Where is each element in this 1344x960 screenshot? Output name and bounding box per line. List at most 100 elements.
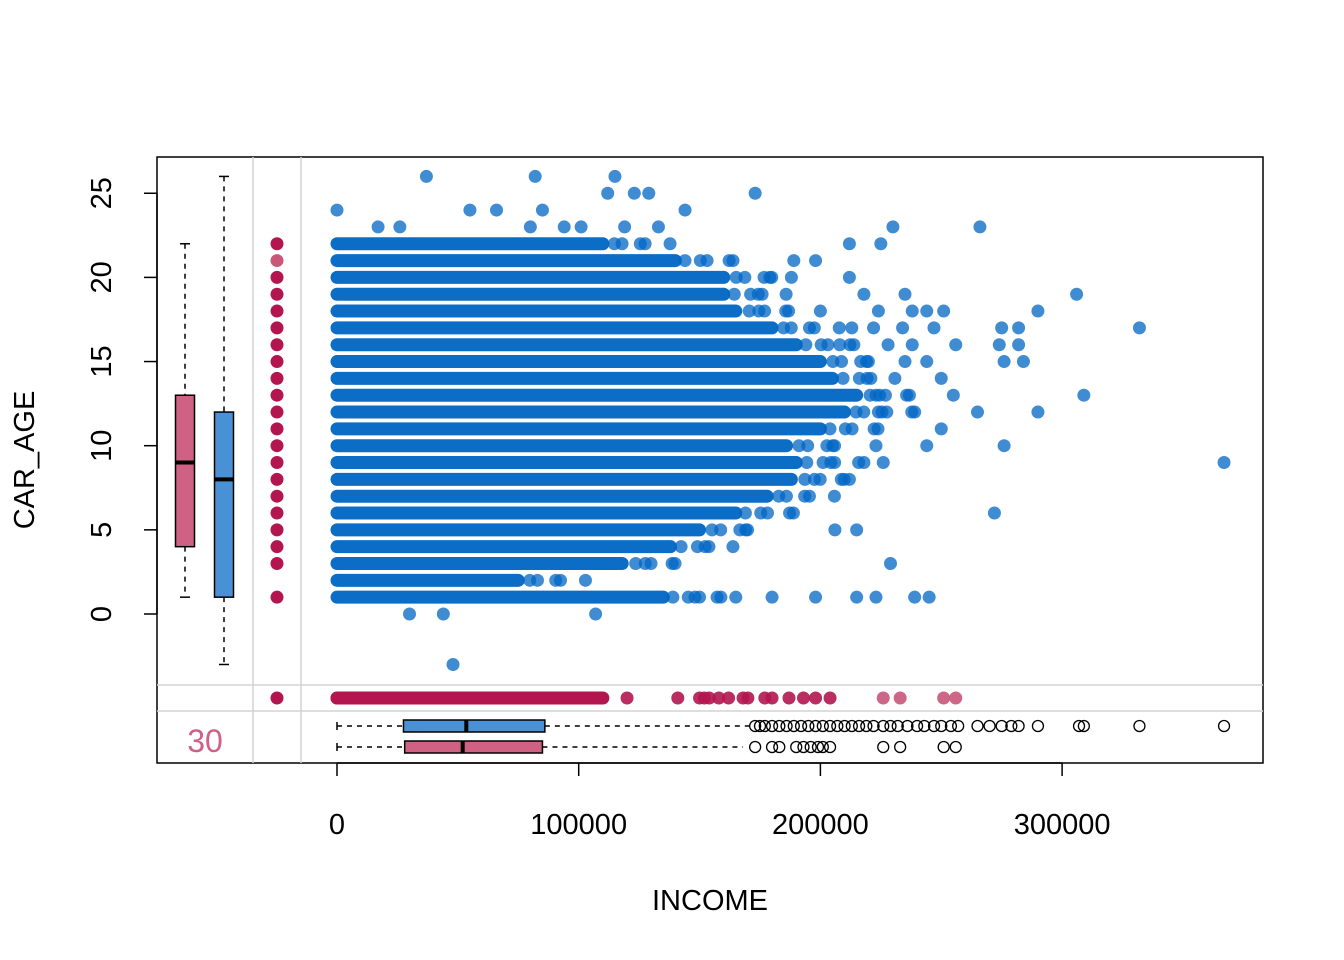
data-point	[490, 203, 504, 217]
data-point	[523, 220, 537, 234]
data-point	[813, 304, 827, 318]
outlier-point	[804, 740, 817, 754]
outlier-point	[894, 740, 907, 754]
data-point	[700, 254, 714, 268]
data-point	[869, 388, 883, 402]
data-point	[674, 540, 688, 554]
data-point	[922, 590, 936, 604]
data-point	[726, 540, 740, 554]
data-point	[779, 489, 793, 503]
missing-rug-point	[270, 254, 284, 268]
missing-rug-point	[937, 691, 951, 705]
outlier-point	[944, 719, 958, 733]
data-point	[330, 203, 344, 217]
missing-rug-point	[270, 338, 284, 352]
outlier-point	[971, 719, 984, 733]
x-tick-label: 0	[329, 809, 345, 841]
missing-rug-point	[270, 321, 284, 335]
x-tick-label: 300000	[1014, 809, 1111, 841]
data-point	[949, 338, 963, 352]
data-point	[850, 523, 864, 537]
data-point	[997, 439, 1011, 453]
data-point	[738, 270, 752, 284]
outlier-point	[816, 740, 829, 754]
missing-rug-point	[270, 270, 284, 284]
outlier-point	[765, 740, 779, 754]
data-point	[833, 338, 847, 352]
data-point	[992, 338, 1006, 352]
outlier-point	[918, 719, 931, 733]
data-point	[651, 220, 665, 234]
missing-rug-point	[330, 691, 344, 705]
missing-rug-point	[270, 523, 284, 537]
data-point	[898, 287, 912, 301]
data-point	[847, 338, 861, 352]
data-point	[1012, 321, 1026, 335]
data-point	[786, 506, 800, 520]
outlier-point	[787, 719, 800, 733]
data-point	[842, 237, 856, 251]
missing-rug-point	[270, 405, 284, 419]
outlier-point	[758, 719, 771, 733]
data-point	[828, 523, 842, 537]
data-point	[888, 371, 902, 385]
data-point	[835, 355, 849, 369]
missing-rug-point	[270, 506, 284, 520]
data-point	[802, 489, 816, 503]
missing-rug-point	[270, 304, 284, 318]
x-tick-label: 200000	[772, 809, 869, 841]
data-point	[798, 472, 812, 486]
data-point	[809, 590, 823, 604]
outlier-point	[816, 719, 829, 733]
data-point	[861, 355, 875, 369]
data-point	[601, 186, 615, 200]
missing-rug-point	[270, 439, 284, 453]
data-point	[828, 456, 842, 470]
data-point	[589, 607, 603, 621]
data-point	[886, 220, 900, 234]
data-point	[668, 557, 682, 571]
data-point	[702, 540, 716, 554]
data-point	[807, 321, 821, 335]
outlier-point	[891, 719, 904, 733]
data-point	[871, 304, 885, 318]
missing-rug-point	[270, 489, 284, 503]
x-tick-label: 100000	[530, 809, 627, 841]
missing-rug-point	[270, 540, 284, 554]
data-point	[828, 439, 842, 453]
outlier-point	[831, 719, 844, 733]
data-point	[864, 371, 878, 385]
outlier-point	[1031, 719, 1045, 733]
missing-rug-point	[796, 691, 810, 705]
data-point	[729, 590, 743, 604]
data-point	[857, 405, 871, 419]
data-point	[535, 203, 549, 217]
data-point	[1070, 287, 1084, 301]
data-point	[615, 237, 629, 251]
data-point	[678, 203, 692, 217]
missing-rug-point	[270, 355, 284, 369]
data-point	[850, 590, 864, 604]
data-point	[618, 220, 632, 234]
data-point	[726, 254, 740, 268]
outlier-point	[773, 740, 786, 754]
data-point	[758, 304, 772, 318]
outlier-point	[797, 740, 810, 754]
outlier-point	[935, 719, 948, 733]
outlier-point	[860, 719, 873, 733]
data-point	[1217, 456, 1231, 470]
data-point	[765, 590, 779, 604]
data-point	[823, 422, 837, 436]
data-point	[663, 237, 677, 251]
missing-rug-point	[270, 557, 284, 571]
data-point	[874, 237, 888, 251]
data-point	[827, 489, 841, 503]
missing-rug-point	[809, 691, 823, 705]
missing-rug-point	[270, 472, 284, 486]
data-point	[1031, 304, 1045, 318]
data-point	[920, 355, 934, 369]
data-point	[765, 270, 779, 284]
missing-rug-point	[671, 691, 685, 705]
y-tick-label: 25	[86, 177, 118, 209]
